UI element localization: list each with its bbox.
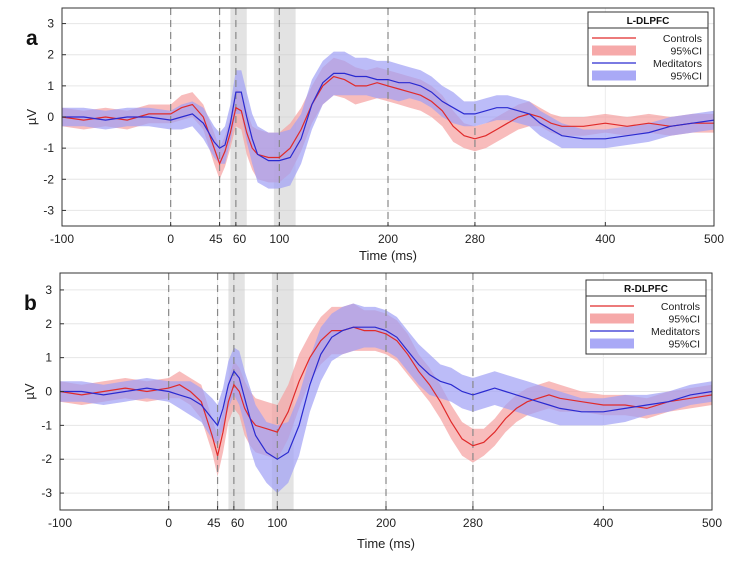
y-tick-label: -3 [43, 203, 54, 217]
y-axis-label: µV [22, 383, 37, 399]
panel-letter: b [24, 292, 37, 315]
legend-title: R-DLPFC [624, 284, 668, 295]
y-tick-label: 3 [47, 17, 54, 31]
x-tick-label: 400 [593, 516, 613, 530]
x-tick-label: 500 [702, 516, 722, 530]
y-tick-label: 0 [47, 110, 54, 124]
legend-ci-swatch [590, 338, 634, 349]
x-tick-label: 45 [207, 516, 221, 530]
x-tick-label: 0 [165, 516, 172, 530]
legend-entry: 95%CI [670, 46, 702, 58]
legend-entry: Controls [663, 33, 702, 45]
x-tick-label: 280 [463, 516, 483, 530]
y-tick-label: -3 [41, 486, 52, 500]
x-tick-label: 100 [269, 232, 289, 246]
y-tick-label: 0 [45, 385, 52, 399]
x-tick-label: 60 [233, 232, 247, 246]
y-tick-label: -2 [41, 452, 52, 466]
y-tick-label: 1 [47, 79, 54, 93]
series-line-meditators [60, 326, 713, 460]
y-tick-label: 2 [45, 317, 52, 331]
x-tick-label: 280 [465, 232, 485, 246]
x-tick-label: 60 [231, 516, 245, 530]
x-tick-label: 500 [704, 232, 724, 246]
legend-entry: Meditators [653, 58, 702, 70]
x-tick-label: 200 [378, 232, 398, 246]
x-tick-label: 0 [167, 232, 174, 246]
x-tick-label: 100 [267, 516, 287, 530]
x-tick-label: 400 [595, 232, 615, 246]
y-tick-label: 3 [45, 283, 52, 297]
x-tick-label: 200 [376, 516, 396, 530]
series-line-meditators [62, 72, 715, 162]
y-tick-label: -1 [43, 141, 54, 155]
legend-ci-swatch [590, 313, 634, 324]
y-tick-label: -1 [41, 418, 52, 432]
legend-ci-swatch [592, 70, 636, 81]
legend-entry: 95%CI [668, 314, 700, 326]
ci-band-meditators [62, 51, 714, 189]
legend-entry: 95%CI [670, 71, 702, 83]
y-tick-label: 2 [47, 48, 54, 62]
x-axis-label: Time (ms) [357, 536, 415, 551]
panel-b: -3 -2 -1 0 1 2 3 -100 0 45 60 100 200 280 400 500 Time (… [22, 272, 722, 551]
legend-ci-swatch [592, 45, 636, 56]
panel-letter: a [26, 27, 38, 50]
x-tick-label: -100 [48, 516, 72, 530]
series-line-controls [61, 75, 714, 166]
y-tick-label: -2 [43, 172, 54, 186]
legend-entry: Meditators [651, 326, 700, 338]
legend-entry: Controls [661, 301, 700, 313]
y-tick-label: 1 [45, 351, 52, 365]
x-tick-label: -100 [50, 232, 74, 246]
legend-entry: 95%CI [668, 339, 700, 351]
shaded-window [273, 8, 296, 226]
x-axis-label: Time (ms) [359, 248, 417, 263]
panel-a: -3 -2 -1 0 1 2 3 -100 0 45 60 100 200 280 400 500 Time (… [24, 7, 724, 263]
y-axis-label: µV [24, 109, 39, 125]
legend-title: L-DLPFC [627, 16, 670, 27]
x-tick-label: 45 [209, 232, 223, 246]
